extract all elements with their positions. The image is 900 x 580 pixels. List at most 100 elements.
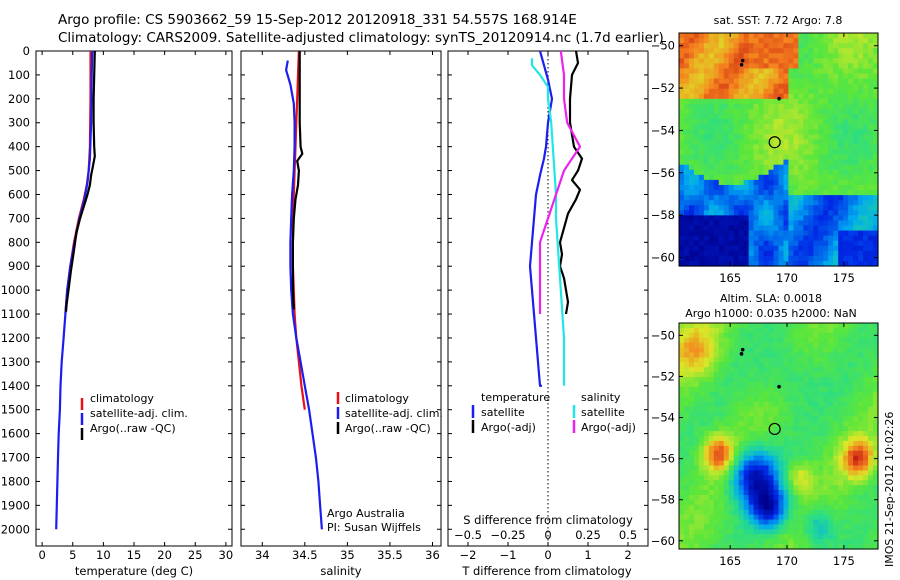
map-cell: [718, 169, 725, 176]
map-cell: [823, 225, 829, 232]
map-cell: [773, 475, 780, 481]
map-cell: [788, 372, 795, 378]
map-cell: [803, 250, 809, 257]
map-cell: [868, 129, 874, 135]
map-cell: [813, 225, 819, 232]
map-cell: [868, 470, 874, 476]
map-cell: [858, 411, 864, 417]
map-cell: [853, 490, 859, 496]
map-cell: [858, 144, 864, 151]
map-cell: [873, 347, 879, 354]
map-cell: [703, 529, 710, 535]
map-cell: [713, 220, 720, 227]
map-cell: [683, 367, 690, 373]
map-cell: [738, 215, 745, 222]
map-cell: [768, 490, 775, 496]
map-cell: [743, 450, 750, 457]
map-cell: [708, 323, 715, 329]
map-cell: [708, 179, 715, 186]
map-cell: [843, 347, 849, 354]
map-cell: [733, 68, 740, 75]
map-cell: [703, 103, 710, 110]
map-cell: [738, 144, 745, 151]
map-cell: [723, 327, 730, 334]
map-cell: [868, 431, 874, 437]
map-cell: [838, 205, 844, 211]
map-cell: [708, 195, 715, 201]
map-cell: [708, 544, 715, 550]
map-cell: [723, 255, 730, 262]
map-cell: [788, 190, 795, 196]
map-cell: [818, 149, 824, 156]
map-cell: [693, 235, 700, 242]
map-cell: [708, 164, 715, 171]
map-cell: [793, 48, 799, 54]
map-cell: [803, 108, 809, 115]
map-cell: [868, 58, 874, 64]
map-cell: [813, 190, 819, 196]
map-cell: [843, 524, 849, 530]
map-cell: [683, 210, 690, 216]
map-cell: [868, 332, 874, 339]
map-cell: [863, 372, 869, 378]
map-cell: [823, 48, 829, 54]
map-cell: [813, 480, 819, 486]
map-cell: [698, 494, 705, 501]
map-cell: [838, 108, 844, 115]
map-cell: [693, 134, 700, 140]
map-cell: [698, 169, 705, 176]
y-tick-label: 600: [8, 187, 30, 201]
map-cell: [758, 440, 765, 447]
map-cell: [813, 485, 819, 491]
map-cell: [808, 381, 814, 388]
map-cell: [763, 179, 770, 186]
map-cell: [748, 445, 755, 452]
map-cell: [698, 240, 705, 247]
map-cell: [718, 529, 725, 535]
map-cell: [733, 416, 740, 422]
map-cell: [863, 73, 869, 80]
map-cell: [698, 372, 705, 378]
map-cell: [798, 440, 804, 447]
map-cell: [708, 225, 715, 232]
map-cell: [798, 362, 804, 368]
map-cell: [743, 68, 750, 75]
map-cell: [703, 367, 710, 373]
map-cell: [803, 460, 809, 467]
map-cell: [748, 200, 755, 206]
map-cell: [713, 327, 720, 334]
map-cell: [768, 164, 775, 171]
map-cell: [708, 250, 715, 257]
map-cell: [858, 544, 864, 550]
map-cell: [768, 426, 775, 432]
map-cell: [868, 78, 874, 85]
map-cell: [723, 93, 730, 100]
map-cell: [873, 215, 879, 222]
map-cell: [873, 83, 879, 90]
map-cell: [753, 480, 760, 486]
map-cell: [818, 260, 824, 267]
map-cell: [763, 190, 770, 196]
map-cell: [773, 426, 780, 432]
map-cell: [848, 260, 854, 267]
map-cell: [823, 88, 829, 95]
map-cell: [793, 426, 799, 432]
map-cell: [708, 499, 715, 506]
map-cell: [773, 342, 780, 349]
map-cell: [713, 98, 720, 105]
map-cell: [798, 490, 804, 496]
map-cell: [828, 357, 834, 363]
map-cell: [698, 174, 705, 181]
map-cell: [773, 119, 780, 125]
map-cell: [738, 332, 745, 339]
map-cell: [708, 245, 715, 252]
map-cell: [698, 73, 705, 80]
map-cell: [693, 83, 700, 90]
map-cell: [728, 490, 735, 496]
map-cell: [723, 220, 730, 227]
map-cell: [713, 184, 720, 191]
map-cell: [853, 539, 859, 545]
map-cell: [718, 245, 725, 252]
map-cell: [788, 260, 795, 267]
map-cell: [723, 504, 730, 511]
